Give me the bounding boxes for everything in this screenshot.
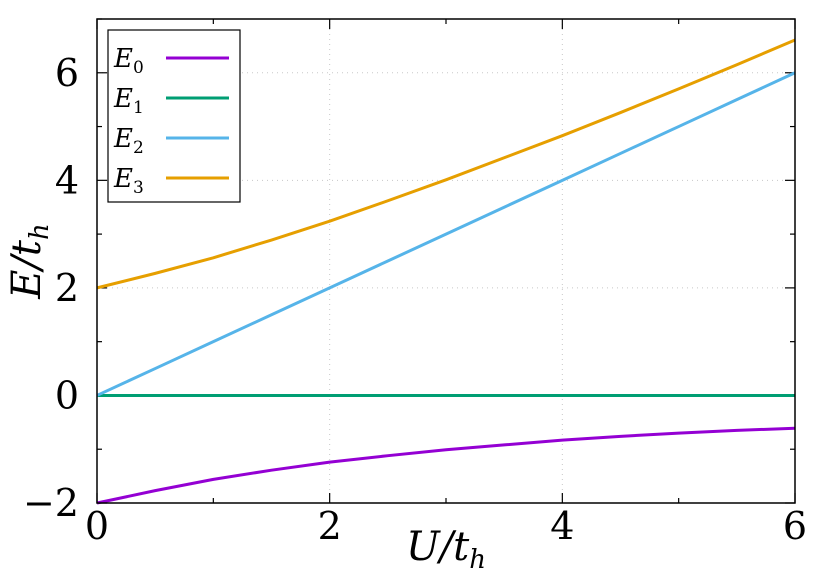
y-tick-label: 0: [55, 373, 79, 417]
legend: E0 E1 E2 E3: [107, 29, 241, 203]
y-tick-label: 2: [55, 266, 79, 310]
x-tick-label: 2: [318, 504, 342, 548]
x-tick-label: 6: [783, 504, 807, 548]
legend-label: E0: [113, 44, 144, 78]
legend-entry-e0: E0: [113, 44, 229, 78]
plot-frame: [96, 18, 796, 504]
legend-label: E1: [113, 84, 144, 118]
x-tick-label: 4: [550, 504, 574, 548]
series-line-e3: [96, 38, 796, 290]
y-tick-label: 4: [55, 158, 79, 202]
legend-label: E3: [113, 164, 144, 198]
y-tick-label: −2: [23, 481, 79, 525]
legend-entry-e3: E3: [113, 164, 229, 198]
series-line-e2: [96, 71, 796, 397]
series-lines: [96, 38, 796, 505]
x-axis-label: U/th: [406, 524, 486, 572]
x-tick-label: 0: [85, 504, 109, 548]
y-tick-label: 6: [55, 51, 79, 95]
grid: [97, 19, 795, 503]
legend-entry-e2: E2: [113, 124, 229, 158]
legend-label: E2: [113, 124, 144, 158]
legend-entry-e1: E1: [113, 84, 229, 118]
series-line-e0: [96, 426, 796, 505]
y-axis-label: E/th: [4, 223, 55, 300]
